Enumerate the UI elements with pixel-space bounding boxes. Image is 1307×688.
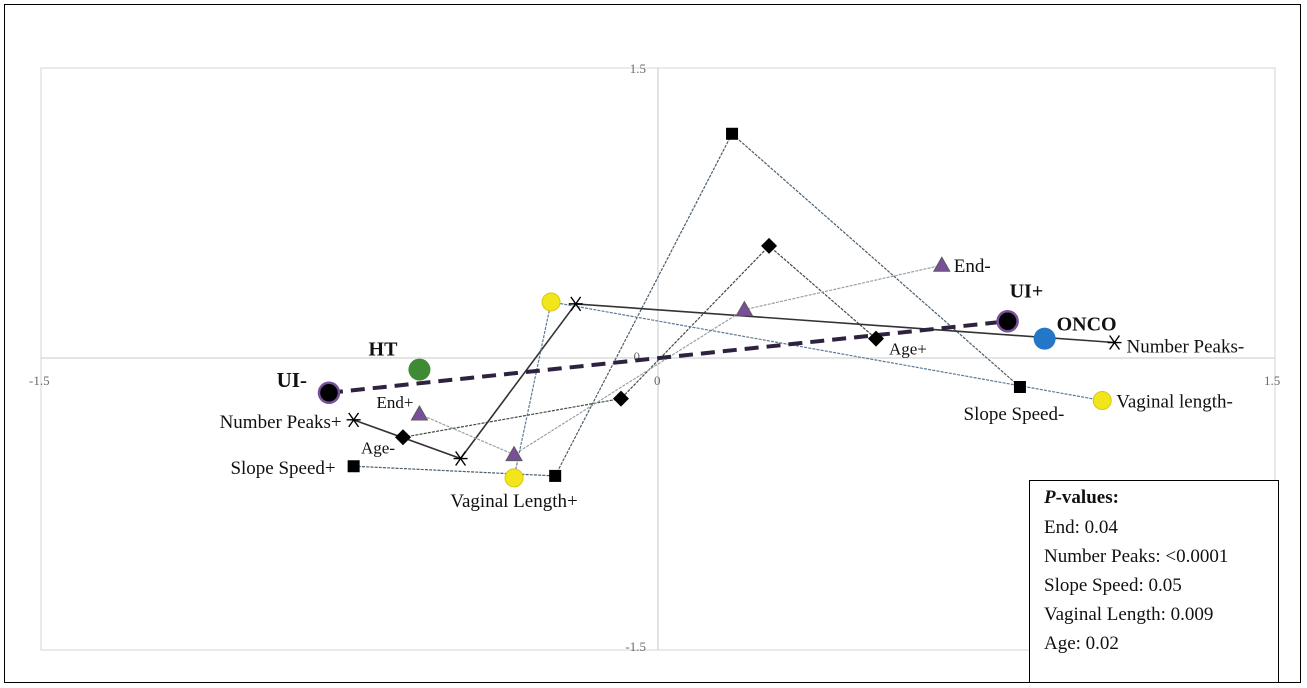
slope-speed-point-3	[1013, 380, 1026, 393]
number-peaks-point-3-label: Number Peaks-	[1127, 337, 1245, 358]
pvalue-age: Age: 0.02	[1044, 633, 1119, 654]
group-ui-marker	[996, 310, 1019, 333]
pvalues-title: P-values:	[1044, 487, 1278, 509]
age-point-1	[612, 390, 629, 407]
age-point-0-label: Age-	[361, 438, 395, 457]
group-markers	[317, 310, 1056, 405]
slope-speed-point-0-label: Slope Speed+	[230, 458, 335, 479]
end-point-3	[932, 256, 951, 272]
y-tick-max: 1.5	[630, 61, 646, 76]
figure-frame	[4, 4, 1301, 683]
pvalue-vaginal-length: Vaginal Length: 0.009	[1044, 604, 1214, 625]
pvalue-slope-speed: Slope Speed: 0.05	[1044, 575, 1182, 596]
x-tick-min: -1.5	[29, 373, 50, 388]
group-onco-label: ONCO	[1057, 314, 1117, 336]
x-tick-max: 1.5	[1264, 373, 1280, 388]
vaginal-length-point-0	[504, 468, 524, 488]
end-line	[419, 264, 942, 456]
pvalues-title-italic: P	[1044, 487, 1056, 508]
trend-line-group	[328, 319, 1008, 395]
end-point-3-label: End-	[954, 256, 991, 277]
number-peaks-point-2	[568, 296, 583, 312]
age-point-3	[867, 330, 884, 347]
slope-speed-point-0	[347, 460, 360, 473]
vaginal-length-line	[513, 301, 1103, 478]
group-onco-marker	[1033, 327, 1056, 350]
y-tick-zero: 0	[634, 349, 641, 364]
pvalue-end: End: 0.04	[1044, 517, 1118, 538]
group-ui-label: UI+	[1010, 280, 1044, 302]
age-point-2	[761, 237, 778, 254]
series-lines	[353, 132, 1115, 478]
vaginal-length-point-2	[1092, 391, 1112, 411]
end-point-0	[410, 405, 429, 421]
group-ui-label: UI-	[277, 368, 307, 392]
vaginal-length-point-0-label: Vaginal Length+	[450, 491, 577, 512]
pvalues-title-rest: -values:	[1055, 487, 1119, 508]
vaginal-length-point-2-label: Vaginal length-	[1116, 392, 1233, 413]
trend-line	[328, 319, 1008, 395]
end-point-2	[735, 300, 754, 317]
end-point-1	[505, 445, 523, 462]
group-ui-marker	[317, 381, 341, 405]
pvalues-box: P-values: End: 0.04 Number Peaks: <0.000…	[1029, 480, 1279, 683]
number-peaks-point-0	[346, 412, 361, 428]
slope-speed-point-2	[726, 127, 739, 140]
slope-speed-point-1	[549, 469, 562, 482]
pvalue-number-peaks: Number Peaks: <0.0001	[1044, 546, 1229, 567]
age-line	[402, 245, 877, 438]
series-markers	[346, 127, 1122, 488]
end-point-0-label: End+	[376, 393, 413, 412]
group-ht-label: HT	[369, 339, 399, 361]
slope-speed-line	[353, 132, 1021, 477]
point-labels: Slope Speed+ Slope Speed- Age- Age+ Number P…	[220, 256, 1245, 512]
slope-speed-point-3-label: Slope Speed-	[964, 404, 1065, 425]
number-peaks-point-3	[1107, 335, 1122, 350]
age-point-3-label: Age+	[889, 340, 927, 359]
number-peaks-point-1	[453, 451, 468, 466]
y-tick-min: -1.5	[625, 639, 646, 654]
group-ht-marker	[408, 358, 431, 381]
vaginal-length-point-1	[541, 292, 561, 312]
x-tick-zero: 0	[654, 373, 661, 388]
age-point-0	[394, 429, 411, 446]
number-peaks-point-0-label: Number Peaks+	[220, 412, 342, 433]
